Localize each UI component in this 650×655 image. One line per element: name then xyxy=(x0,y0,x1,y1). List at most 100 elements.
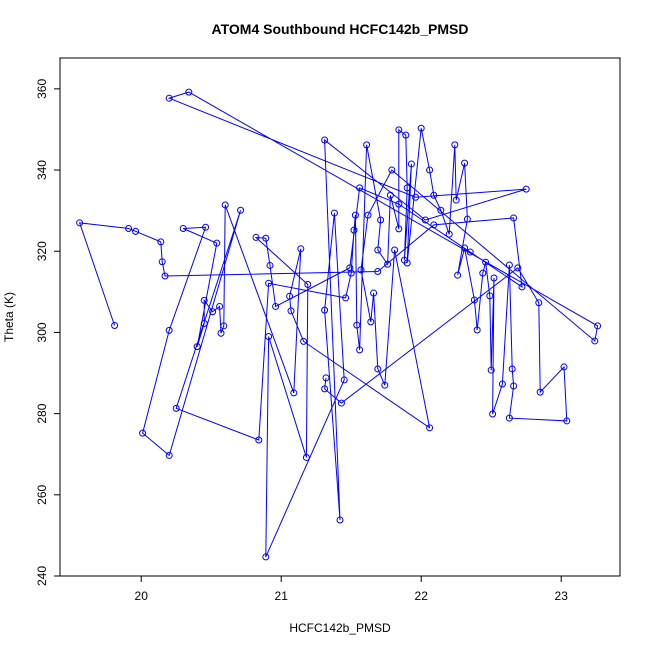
data-point xyxy=(391,246,399,254)
data-point xyxy=(374,268,382,276)
data-point xyxy=(302,453,310,461)
data-point xyxy=(125,225,133,233)
data-point xyxy=(340,376,348,384)
data-point xyxy=(560,363,568,371)
data-point xyxy=(591,337,599,345)
data-point xyxy=(461,244,469,252)
data-point xyxy=(381,381,389,389)
data-point xyxy=(374,246,382,254)
data-point xyxy=(505,414,513,422)
data-point xyxy=(356,184,364,192)
x-tick-label: 21 xyxy=(275,589,289,603)
data-point xyxy=(237,206,245,214)
data-point xyxy=(384,260,392,268)
data-point xyxy=(216,302,224,310)
data-point xyxy=(430,221,438,229)
data-point xyxy=(158,258,166,266)
data-point xyxy=(262,234,270,242)
data-point xyxy=(466,248,474,256)
data-point xyxy=(479,269,487,277)
data-point xyxy=(417,124,425,132)
data-point xyxy=(304,281,312,289)
data-point xyxy=(470,296,478,304)
data-point xyxy=(342,294,350,302)
data-point xyxy=(202,223,210,231)
data-point xyxy=(386,191,394,199)
data-point xyxy=(522,185,530,193)
data-point xyxy=(445,230,453,238)
y-tick-label: 260 xyxy=(35,484,49,504)
data-point xyxy=(454,271,462,279)
data-point xyxy=(364,211,372,219)
y-tick-label: 320 xyxy=(35,241,49,261)
data-point xyxy=(357,266,365,274)
data-point xyxy=(535,299,543,307)
data-point xyxy=(336,516,344,524)
data-point xyxy=(290,389,298,397)
data-point xyxy=(265,332,273,340)
data-point xyxy=(297,245,305,253)
data-point xyxy=(498,380,506,388)
data-point xyxy=(402,131,410,139)
data-point xyxy=(395,126,403,134)
data-point xyxy=(165,94,173,102)
data-point xyxy=(165,326,173,334)
data-point xyxy=(353,321,361,329)
data-point xyxy=(337,399,345,407)
data-point xyxy=(300,337,308,345)
data-point xyxy=(322,374,330,382)
data-point xyxy=(395,200,403,208)
data-point xyxy=(209,308,217,316)
data-point xyxy=(426,166,434,174)
y-tick-label: 340 xyxy=(35,160,49,180)
data-point xyxy=(347,269,355,277)
data-point xyxy=(351,211,359,219)
data-point xyxy=(403,184,411,192)
data-point xyxy=(157,238,165,246)
data-point xyxy=(510,214,518,222)
data-point xyxy=(262,553,270,561)
y-tick-label: 280 xyxy=(35,403,49,423)
data-point xyxy=(76,219,84,227)
data-point xyxy=(363,141,371,149)
data-point xyxy=(510,382,518,390)
data-point xyxy=(486,292,494,300)
data-point xyxy=(193,343,201,351)
data-point xyxy=(266,261,274,269)
data-point xyxy=(165,451,173,459)
data-point xyxy=(490,274,498,282)
data-point xyxy=(374,365,382,373)
data-point xyxy=(252,233,260,241)
data-point xyxy=(172,404,180,412)
data-point xyxy=(461,159,469,167)
data-point xyxy=(213,239,221,247)
data-point xyxy=(377,216,385,224)
data-point xyxy=(452,196,460,204)
data-point xyxy=(426,424,434,432)
y-tick-label: 240 xyxy=(35,566,49,586)
data-point xyxy=(161,272,169,280)
data-point xyxy=(265,279,273,287)
chart-title: ATOM4 Southbound HCFC142b_PMSD xyxy=(212,21,469,37)
data-point xyxy=(407,160,415,168)
data-point xyxy=(473,326,481,334)
data-point xyxy=(217,329,225,337)
data-point xyxy=(367,318,375,326)
x-tick-label: 20 xyxy=(135,589,149,603)
data-point xyxy=(451,141,459,149)
data-point xyxy=(536,388,544,396)
data-point xyxy=(200,319,208,327)
data-point xyxy=(463,215,471,223)
data-point xyxy=(321,306,329,314)
data-point xyxy=(350,226,358,234)
data-point xyxy=(287,307,295,315)
data-point xyxy=(421,216,429,224)
data-point xyxy=(272,302,280,310)
data-point xyxy=(220,322,228,330)
data-point xyxy=(132,227,140,235)
data-point xyxy=(482,258,490,266)
data-point xyxy=(412,193,420,201)
data-point xyxy=(395,225,403,233)
